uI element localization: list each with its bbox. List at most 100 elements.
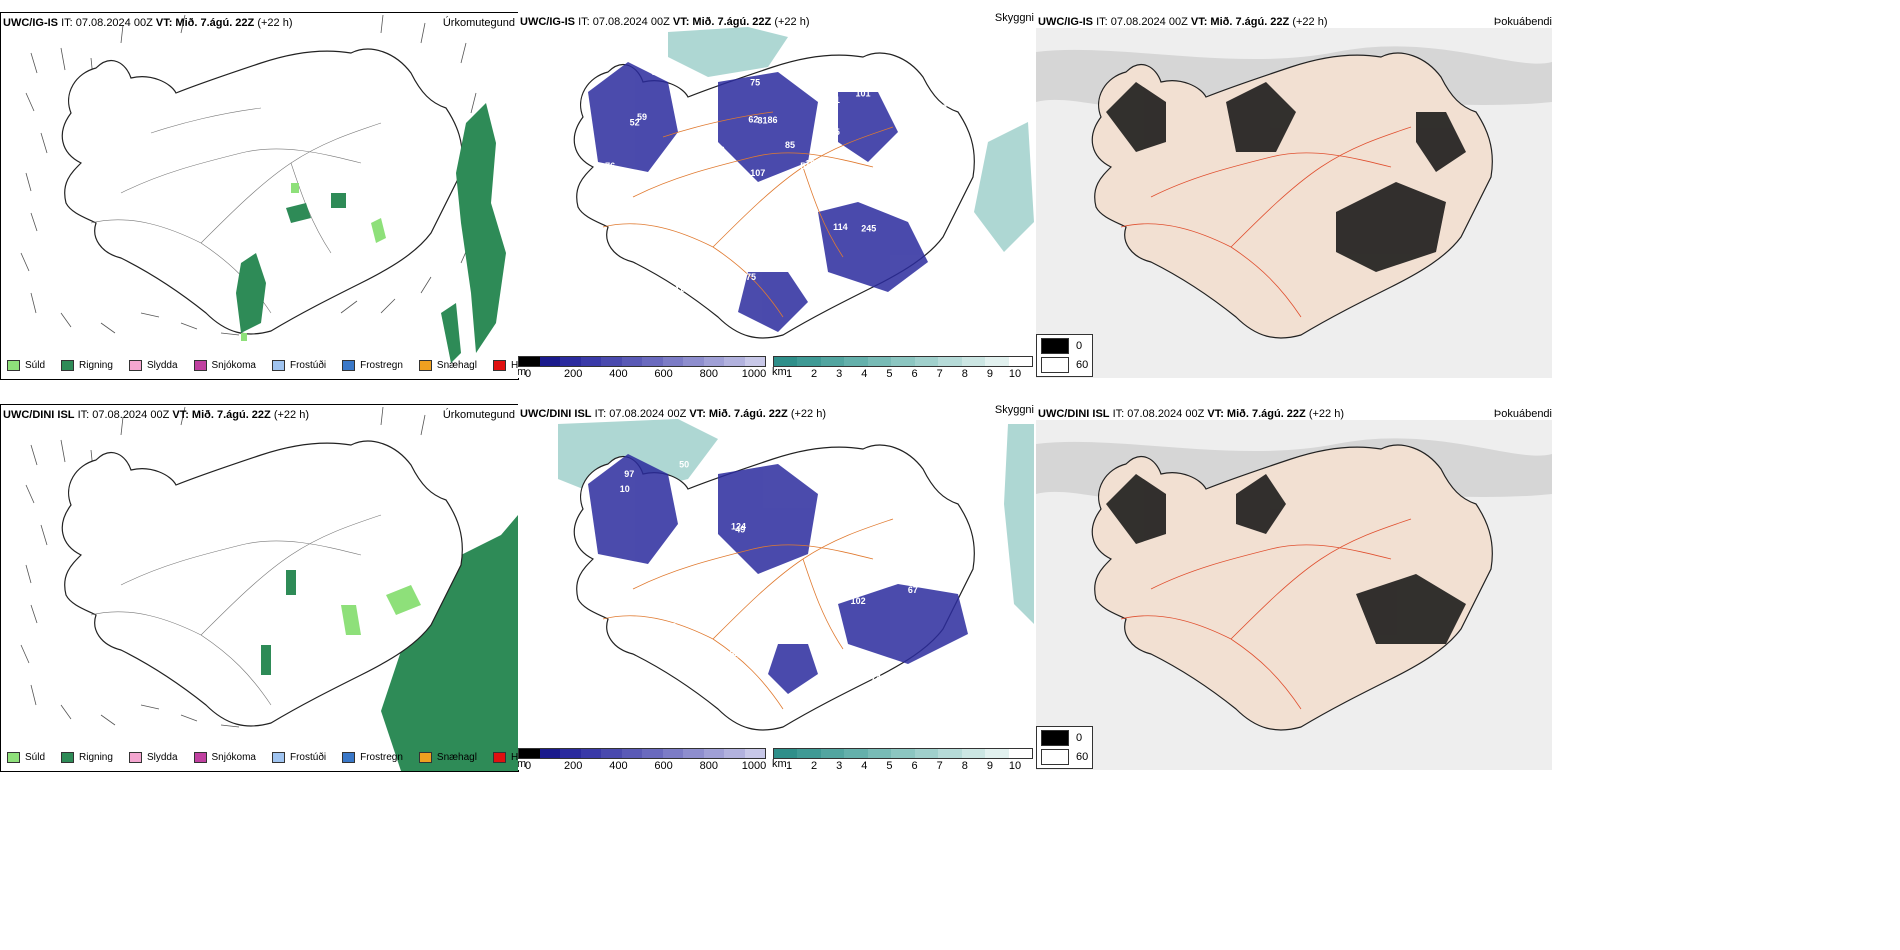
colorbar-bin bbox=[774, 749, 798, 758]
cloudbase-value-label: 66 bbox=[790, 181, 800, 191]
colorbar-tick-label: 0 bbox=[524, 760, 532, 770]
legend-swatch bbox=[492, 360, 506, 371]
model-name: UWC/DINI ISL bbox=[1038, 408, 1110, 420]
valid-time: VT: Mið. 7.ágú. 22Z bbox=[155, 17, 255, 29]
cloudbase-value-label: 86 bbox=[806, 699, 816, 709]
colorbar-ticks: 0 200 400 600 800 1000 bbox=[524, 759, 766, 770]
model-name: UWC/DINI ISL bbox=[520, 408, 592, 420]
fog-swatch bbox=[1041, 357, 1069, 373]
colorbar-tick-label: 1 bbox=[785, 368, 793, 378]
cloudbase-value-label: 54 bbox=[729, 649, 739, 659]
cloudbase-value-label: 245 bbox=[861, 224, 876, 234]
cloudbase-value-label: 81 bbox=[757, 115, 767, 125]
legend-item: Snæhagl bbox=[418, 360, 477, 371]
colorbar-tick-label: 1000 bbox=[741, 760, 767, 770]
legend-item: Slydda bbox=[128, 752, 178, 763]
init-time: IT: 07.08.2024 00Z bbox=[594, 408, 687, 420]
colorbar-bin bbox=[985, 749, 1009, 758]
cloudbase-value-label: 74 bbox=[871, 673, 881, 683]
cloudbase-value-label: 103 bbox=[932, 138, 947, 148]
legend-swatch bbox=[492, 752, 506, 763]
sea-rain bbox=[381, 515, 518, 771]
cloudbase-value-label: 65 bbox=[825, 74, 835, 84]
colorbar-strip bbox=[518, 748, 766, 759]
precip-map-top bbox=[20, 14, 506, 363]
panel-title: Úrkomutegund bbox=[442, 17, 515, 29]
cloudbase-value-label: 86 bbox=[767, 115, 777, 125]
model-name: UWC/DINI ISL bbox=[3, 409, 75, 421]
fog-legend-item: 60 bbox=[1041, 749, 1088, 765]
colorbar-tick-label: 5 bbox=[886, 760, 893, 770]
fog-panel-bottom: UWC/DINI ISL IT: 07.08.2024 00Z VT: Mið.… bbox=[1036, 404, 1552, 770]
legend-item: Frostregn bbox=[342, 360, 403, 371]
valid-time: VT: Mið. 7.ágú. 22Z bbox=[1190, 16, 1290, 28]
cloudbase-value-label: 75 bbox=[750, 77, 760, 87]
panel-title: Þokuábendi bbox=[1493, 16, 1552, 28]
cloudbase-value-label: 75 bbox=[746, 272, 756, 282]
colorbar-tick-label: 3 bbox=[836, 760, 843, 770]
colorbar-tick-label: 2 bbox=[811, 760, 818, 770]
cloudbase-value-label: 63 bbox=[631, 169, 641, 179]
cloudbase-value-label: 133 bbox=[932, 103, 947, 113]
cloudbase-value-label: 682 bbox=[616, 283, 631, 293]
legend-item: Súld bbox=[7, 360, 45, 371]
colorbar-bin bbox=[914, 749, 939, 758]
legend-swatch bbox=[7, 360, 20, 371]
colorbar-strip bbox=[518, 356, 766, 367]
legend-item: Frostúði bbox=[271, 752, 326, 763]
cloudbase-value-label: 101 bbox=[855, 88, 870, 98]
colorbar-unit: m bbox=[518, 366, 527, 378]
colorbar-tick-label: 4 bbox=[861, 760, 868, 770]
cloudbase-value-label: 50 bbox=[922, 278, 932, 288]
cloudbase-value-label: 41 bbox=[709, 547, 719, 557]
colorbar-bin bbox=[662, 357, 683, 366]
fog-dark-areas bbox=[1106, 474, 1466, 644]
cloudbase-value-label: 16 bbox=[617, 295, 627, 305]
legend-item: Frostregn bbox=[342, 752, 403, 763]
colorbar-bin bbox=[642, 749, 663, 758]
cloudbase-value-label: 31 bbox=[748, 186, 758, 196]
colorbar-unit: m bbox=[518, 758, 527, 770]
init-time: IT: 07.08.2024 00Z bbox=[1112, 408, 1205, 420]
cloudbase-map-bottom: 102 67 57 50 49 74 75 60 64 86 10 70 97 52 54 83 78 95 124… bbox=[558, 419, 1034, 731]
cloudbase-value-label: 83 bbox=[919, 554, 929, 564]
cloudbase-value-label: 80 bbox=[643, 255, 653, 265]
low-cloud-areas bbox=[588, 62, 928, 332]
colorbar-bin bbox=[539, 357, 560, 366]
colorbar-tick-label: 10 bbox=[1008, 760, 1022, 770]
cloudbase-value-label: 74 bbox=[899, 457, 909, 467]
model-name: UWC/IG-IS bbox=[520, 16, 575, 28]
cloudbase-value-label: 92 bbox=[926, 306, 936, 316]
rain-areas bbox=[261, 570, 296, 675]
panel-header: UWC/IG-IS IT: 07.08.2024 00Z VT: Mið. 7.… bbox=[1038, 16, 1328, 29]
roads bbox=[90, 514, 382, 706]
cloudbase-value-label: 41 bbox=[674, 284, 684, 294]
cloudbase-value-label: 50 bbox=[679, 459, 689, 469]
cloudbase-value-label: 10 bbox=[620, 484, 630, 494]
lead-time: (+22 h) bbox=[790, 408, 826, 420]
colorbar-bin bbox=[891, 749, 915, 758]
colorbar-bin bbox=[601, 357, 622, 366]
panel-title: Skyggni bbox=[994, 404, 1034, 416]
lead-time: (+22 h) bbox=[1308, 408, 1344, 420]
legend-swatch bbox=[342, 360, 356, 371]
colorbar-unit: km bbox=[772, 758, 787, 770]
colorbar-bin bbox=[621, 749, 642, 758]
cloudbase-visibility-panel-top: 54 52 31 682 51 58 65 86 71 66 80 92 63 133 53 75 10 62 85… bbox=[518, 12, 1034, 378]
cloudbase-value-label: 54 bbox=[765, 200, 775, 210]
colorbar-tick-label: 10 bbox=[1008, 368, 1022, 378]
cloudbase-value-label: 70 bbox=[620, 573, 630, 583]
cloudbase-value-label: 107 bbox=[750, 168, 765, 178]
fog-map-bottom bbox=[1036, 420, 1552, 770]
colorbar-bin bbox=[724, 749, 745, 758]
cloudbase-value-label: 76 bbox=[605, 161, 615, 171]
colorbar-bin bbox=[683, 357, 704, 366]
cloudbase-value-label: 97 bbox=[624, 469, 634, 479]
cloudbase-value-label: 59 bbox=[637, 112, 647, 122]
iceland-outline bbox=[1091, 52, 1493, 339]
cloudbase-map-top: 54 52 31 682 51 58 65 86 71 66 80 92 63 133 53 75 10 62 85… bbox=[573, 27, 1034, 339]
cloudbase-labels: 102 67 57 50 49 74 75 60 64 86 10 70 97 52 54 83 78 95 124… bbox=[620, 448, 949, 710]
fog-legend: 0 60 bbox=[1036, 334, 1094, 377]
cloudbase-value-label: 64 bbox=[707, 523, 717, 533]
model-name: UWC/IG-IS bbox=[1038, 16, 1093, 28]
